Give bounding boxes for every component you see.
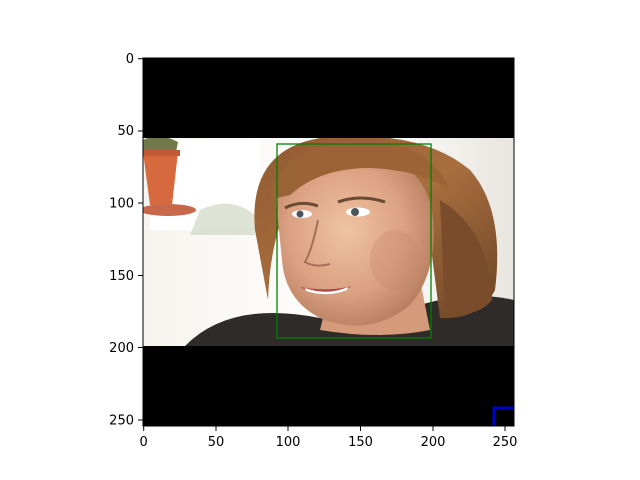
letterbox-top [143, 58, 514, 138]
flower-pot [143, 138, 196, 216]
y-tick-label: 200 [109, 341, 134, 356]
x-tick-label: 150 [348, 435, 373, 450]
y-tick-label: 100 [109, 197, 134, 212]
y-tick-label: 250 [109, 414, 134, 429]
y-tick-marks [138, 58, 143, 421]
x-tick-marks [143, 426, 506, 431]
x-tick-label: 250 [493, 435, 518, 450]
x-tick-label: 100 [276, 435, 301, 450]
x-tick-label: 200 [421, 435, 446, 450]
x-tick-label: 50 [208, 435, 225, 450]
y-tick-labels: 0 50 100 150 200 250 [109, 52, 134, 429]
face-bounding-box [276, 143, 432, 339]
axes-frame [142, 57, 515, 427]
letterbox-bottom [143, 346, 514, 426]
corner-marker [492, 406, 514, 426]
y-tick-label: 150 [109, 269, 134, 284]
photo [143, 138, 514, 346]
x-tick-label: 0 [140, 435, 148, 450]
y-tick-label: 0 [126, 52, 134, 67]
x-tick-labels: 0 50 100 150 200 250 [140, 435, 518, 450]
y-tick-label: 50 [117, 124, 134, 139]
